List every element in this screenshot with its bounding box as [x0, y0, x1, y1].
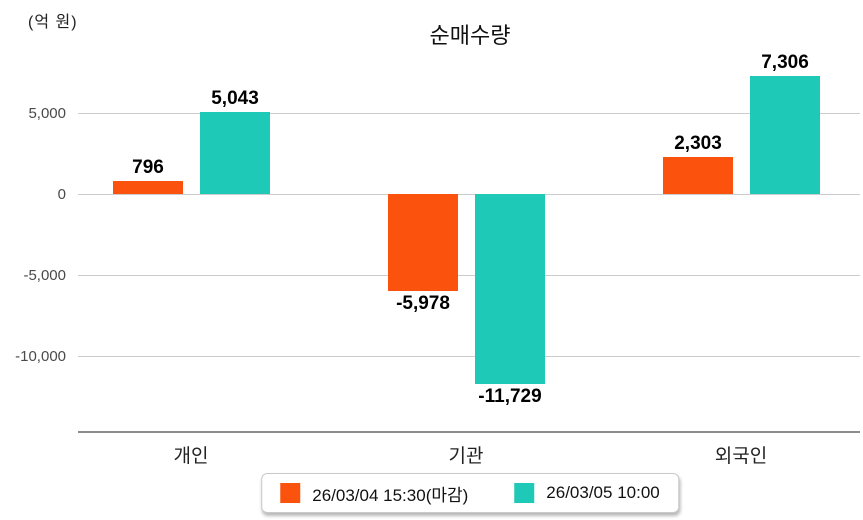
gridline — [78, 113, 860, 114]
y-axis-tick-label: -10,000 — [15, 348, 66, 365]
legend-swatch-icon — [514, 483, 535, 503]
category-label: 개인 — [173, 446, 209, 467]
bar-26/03/04 15:30(마감) — [113, 181, 183, 194]
legend-label: 26/03/04 15:30(마감) — [312, 485, 469, 505]
y-axis-tick-label: 5,000 — [28, 105, 66, 122]
bar-26/03/05 10:00 — [750, 76, 820, 194]
legend-label: 26/03/05 10:00 — [546, 483, 660, 502]
value-label: -11,729 — [478, 386, 542, 407]
legend-item[interactable]: 26/03/04 15:30(마감) — [280, 481, 468, 506]
category-label: 기관 — [448, 446, 484, 467]
gridline — [78, 275, 860, 276]
y-axis-tick-label: 0 — [57, 186, 66, 203]
value-label: 5,043 — [211, 88, 259, 109]
y-axis-unit-label: (억 원) — [28, 14, 78, 31]
bar-26/03/04 15:30(마감) — [663, 157, 733, 194]
value-label: 7,306 — [761, 52, 809, 73]
legend-item[interactable]: 26/03/05 10:00 — [514, 483, 660, 503]
bar-26/03/04 15:30(마감) — [388, 194, 458, 291]
category-label: 외국인 — [714, 446, 768, 467]
value-label: -5,978 — [396, 293, 450, 314]
legend: 26/03/04 15:30(마감) 26/03/05 10:00 — [261, 473, 679, 513]
bar-26/03/05 10:00 — [475, 194, 545, 384]
x-axis-line — [78, 431, 860, 433]
legend-swatch-icon — [280, 483, 301, 503]
value-label: 2,303 — [674, 133, 722, 154]
y-axis-tick-label: -5,000 — [23, 267, 66, 284]
gridline — [78, 194, 860, 195]
bar-26/03/05 10:00 — [200, 112, 270, 194]
chart-title: 순매수량 — [429, 23, 511, 48]
gridline — [78, 356, 860, 357]
value-label: 796 — [132, 157, 164, 178]
